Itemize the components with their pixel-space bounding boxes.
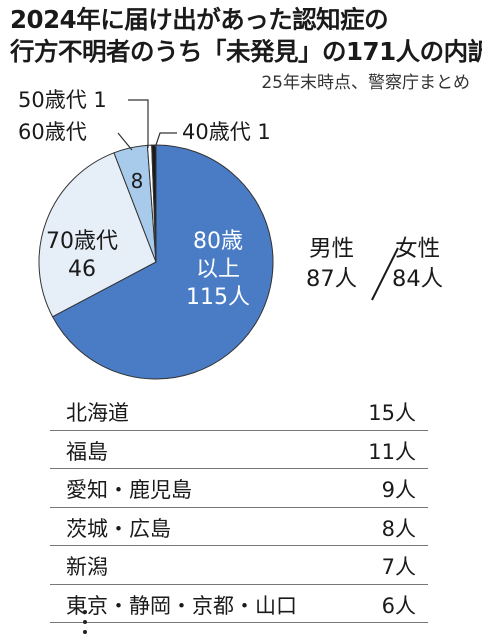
male-label: 男性 <box>309 236 355 262</box>
prefecture-name: 東京・静岡・京都・山口 <box>66 593 297 618</box>
prefecture-name: 福島 <box>66 439 108 464</box>
chart-title: 2024年に届け出があった認知症の 行方不明者のうち「未発見」の171人の内訳 <box>10 4 482 68</box>
table-row: 福島 11人 <box>50 431 428 469</box>
female-label: 女性 <box>395 236 441 262</box>
table-row: 茨城・広島 8人 <box>50 508 428 546</box>
prefecture-count: 7人 <box>381 555 416 579</box>
prefecture-count: 15人 <box>368 401 416 425</box>
source-note: 25年末時点、警察庁まとめ <box>261 73 470 93</box>
female-value: 84人 <box>392 266 444 292</box>
prefecture-count: 11人 <box>368 439 416 464</box>
pie-slice-1 <box>38 152 157 318</box>
callout-label-50: 50歳代 1 <box>18 88 107 112</box>
table-row: 愛知・鹿児島 9人 <box>50 469 428 508</box>
prefecture-name: 茨城・広島 <box>66 516 171 541</box>
table-row: 東京・静岡・京都・山口 6人 <box>50 585 428 623</box>
gender-divider-slash <box>371 247 399 301</box>
slice-label-80-line2: 以上 <box>196 257 240 282</box>
pie-slice-0 <box>51 144 274 380</box>
slice-label-70-name: 70歳代 <box>46 229 118 254</box>
prefecture-name: 新潟 <box>66 555 108 579</box>
gender-breakdown: 男性 87人 女性 84人 <box>306 234 476 304</box>
callout-line-40 <box>154 132 177 149</box>
male-group: 男性 87人 <box>306 234 357 294</box>
prefecture-count: 6人 <box>381 593 416 618</box>
prefecture-name: 北海道 <box>66 401 129 425</box>
table-row: 北海道 15人 <box>50 392 428 431</box>
female-group: 女性 84人 <box>392 234 443 294</box>
prefecture-table: 北海道 15人福島 11人愛知・鹿児島 9人茨城・広島 8人新潟 7人東京・静岡・京都・山… <box>50 392 428 623</box>
male-value: 87人 <box>306 266 358 292</box>
callout-line-60 <box>117 132 133 151</box>
more-rows-ellipsis <box>80 604 90 640</box>
slice-label-60-value: 8 <box>131 169 144 193</box>
callout-label-60: 60歳代 <box>18 120 87 144</box>
callout-line-50 <box>128 99 149 148</box>
prefecture-count: 9人 <box>381 478 416 502</box>
slice-label-80-line1: 80歳 <box>193 229 243 254</box>
slice-label-80-value: 115人 <box>186 285 250 310</box>
title-line-1: 2024年に届け出があった認知症の <box>10 5 389 34</box>
callout-label-40: 40歳代 1 <box>182 120 271 144</box>
table-row: 新潟 7人 <box>50 546 428 585</box>
prefecture-name: 愛知・鹿児島 <box>66 478 192 502</box>
slice-label-70-value: 46 <box>68 257 96 282</box>
title-line-2: 行方不明者のうち「未発見」の171人の内訳 <box>10 37 482 66</box>
prefecture-count: 8人 <box>381 516 416 541</box>
